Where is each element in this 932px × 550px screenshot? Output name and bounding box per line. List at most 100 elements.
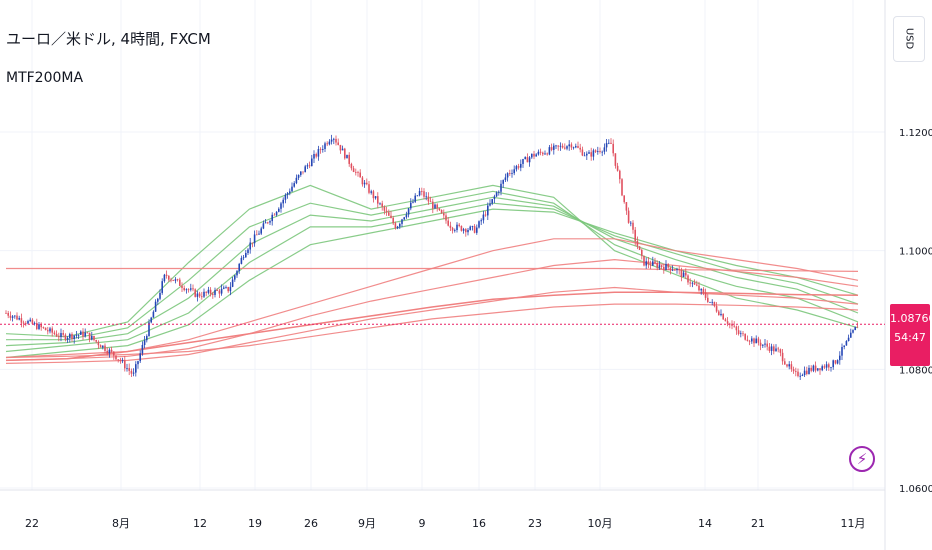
candle-body	[605, 143, 608, 148]
candle-body	[198, 293, 201, 297]
candle-body	[102, 345, 104, 348]
candle-body	[726, 321, 729, 324]
candle-body	[416, 195, 419, 197]
candle-body	[238, 263, 240, 272]
candle-body	[451, 227, 454, 231]
candle-body	[170, 279, 172, 281]
candle-body	[733, 325, 735, 327]
lightning-icon[interactable]: ⚡	[849, 446, 875, 472]
candle-body	[828, 364, 830, 368]
candle-body	[330, 139, 333, 142]
candle-body	[317, 149, 320, 157]
moving-average-line	[5, 184, 859, 338]
candle-body	[9, 315, 12, 318]
candle-body	[62, 333, 64, 335]
candle-body	[405, 214, 408, 218]
candle-body	[748, 340, 751, 342]
candle-body	[44, 327, 47, 331]
time-tick-label: 21	[751, 517, 765, 530]
time-tick-label: 9月	[358, 517, 376, 530]
moving-average-line	[6, 267, 859, 272]
candle-body	[482, 214, 485, 221]
candle-body	[174, 279, 177, 281]
candle-body	[533, 153, 535, 157]
candle-body	[271, 214, 273, 222]
candle-body	[817, 368, 819, 371]
time-tick-label: 14	[698, 517, 712, 530]
candle-body	[47, 330, 49, 332]
candle-body	[115, 355, 117, 360]
candle-body	[447, 220, 449, 226]
candle-body	[597, 151, 599, 152]
candle-body	[500, 183, 502, 192]
candle-body	[66, 338, 69, 340]
candle-body	[513, 169, 515, 174]
candle-body	[55, 333, 58, 337]
candle-body	[284, 194, 287, 200]
candle-body	[315, 154, 317, 157]
candle-body	[326, 143, 328, 145]
candle-body	[275, 211, 278, 216]
candle-body	[379, 203, 381, 205]
candle-body	[667, 263, 669, 268]
time-tick-label: 11月	[841, 517, 866, 530]
candle-body	[539, 151, 542, 153]
candle-body	[810, 367, 812, 371]
candle-body	[267, 222, 269, 224]
candle-body	[449, 225, 452, 228]
candle-body	[784, 361, 786, 365]
candle-body	[599, 151, 601, 152]
candle-body	[302, 171, 304, 173]
candle-body	[515, 166, 518, 170]
currency-button[interactable]: USD	[893, 16, 925, 62]
candle-body	[20, 318, 23, 323]
candle-body	[788, 364, 790, 367]
candle-body	[394, 223, 397, 229]
candle-body	[504, 177, 507, 181]
candle-body	[654, 261, 656, 264]
candle-body	[106, 350, 108, 354]
candle-body	[698, 285, 700, 291]
candle-body	[581, 149, 584, 156]
candle-body	[469, 226, 471, 230]
candle-body	[614, 153, 617, 166]
candle-body	[403, 217, 405, 220]
candle-body	[632, 222, 634, 230]
candle-body	[691, 282, 694, 284]
candle-body	[176, 279, 179, 281]
candle-body	[579, 147, 581, 150]
candle-body	[207, 289, 210, 293]
candle-body	[709, 301, 711, 303]
candle-body	[84, 332, 86, 337]
candle-body	[462, 229, 465, 231]
candle-body	[445, 215, 447, 221]
candle-body	[262, 223, 265, 229]
candle-body	[443, 213, 445, 216]
indicator-name[interactable]: MTF200MA	[6, 70, 84, 86]
candle-body	[242, 257, 245, 259]
candle-body	[454, 229, 456, 231]
candle-body	[280, 203, 282, 209]
candle-body	[357, 172, 359, 173]
moving-average-line	[5, 202, 859, 353]
candle-body	[522, 159, 524, 164]
candle-body	[546, 153, 548, 155]
candle-body	[264, 222, 267, 224]
candle-body	[425, 196, 427, 198]
candle-body	[18, 318, 20, 320]
candle-body	[251, 242, 254, 244]
candle-body	[196, 293, 199, 297]
candle-body	[130, 370, 133, 374]
candle-body	[205, 291, 207, 293]
candle-body	[141, 344, 144, 354]
candle-body	[495, 192, 498, 197]
time-tick-label: 19	[248, 517, 262, 530]
candle-body	[399, 223, 401, 227]
candle-body	[104, 345, 106, 351]
candle-body	[526, 157, 529, 163]
candle-body	[685, 272, 687, 276]
candle-body	[702, 289, 705, 293]
candle-body	[715, 306, 718, 312]
candle-body	[181, 285, 183, 288]
